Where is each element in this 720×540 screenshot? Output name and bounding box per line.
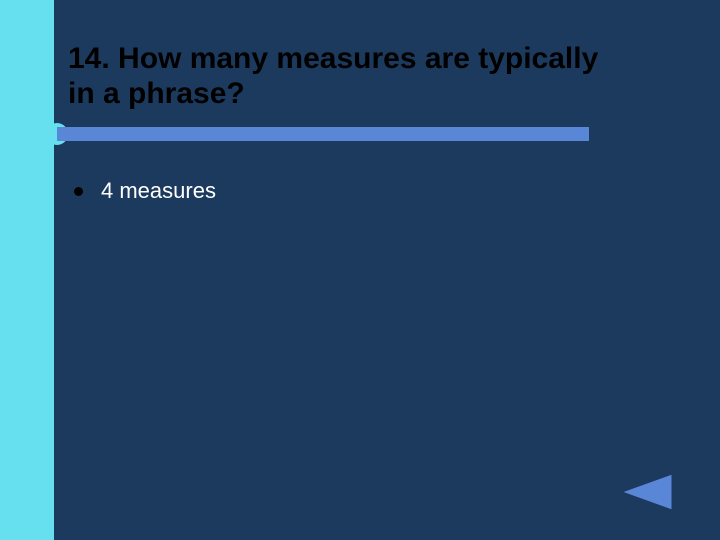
slide: 14. How many measures are typically in a…	[0, 0, 720, 540]
top-block	[54, 0, 234, 40]
triangle-left-icon	[620, 472, 674, 512]
title-underline	[46, 123, 589, 145]
bullet-item: 4 measures	[74, 178, 216, 204]
back-button[interactable]	[620, 472, 674, 512]
bullet-dot-icon	[74, 187, 83, 196]
underline-bar	[57, 127, 589, 141]
slide-title: 14. How many measures are typically in a…	[68, 42, 628, 111]
bullet-text: 4 measures	[101, 178, 216, 204]
sidebar-accent	[0, 0, 54, 540]
